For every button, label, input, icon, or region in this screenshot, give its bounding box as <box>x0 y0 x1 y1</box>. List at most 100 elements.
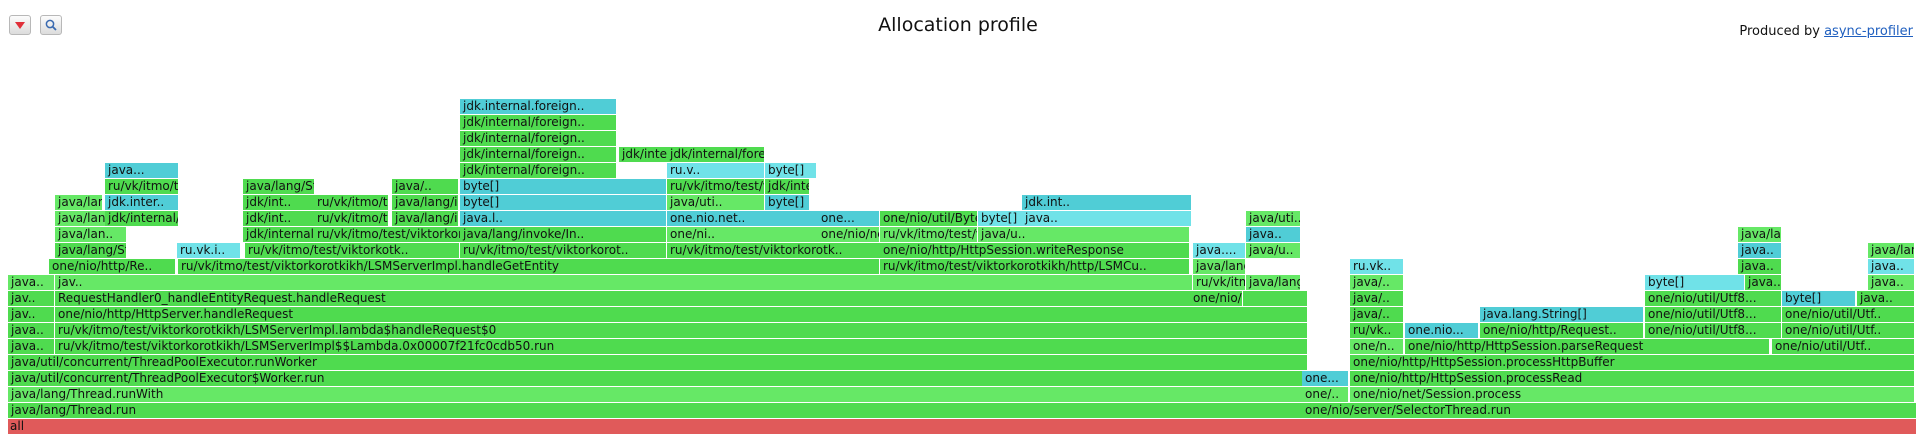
flame-frame[interactable]: java/lan.. <box>55 195 103 210</box>
flame-frame[interactable]: java/.. <box>392 179 459 194</box>
flame-frame[interactable]: one/n.. <box>1350 339 1404 354</box>
flame-frame[interactable]: java/u.. <box>1246 243 1301 258</box>
flame-frame[interactable]: byte[] <box>765 163 817 178</box>
flame-frame[interactable]: java.. <box>1738 259 1782 274</box>
flame-frame[interactable]: java/lang/invoke/In.. <box>460 227 667 242</box>
flame-frame[interactable]: jdk/internal/foreign.. <box>460 147 617 162</box>
flame-frame[interactable]: one/.. <box>1302 387 1349 402</box>
flame-frame[interactable]: jav.. <box>8 307 55 322</box>
search-button[interactable] <box>40 15 62 35</box>
flame-frame[interactable]: jav.. <box>55 275 1193 290</box>
flame-frame[interactable]: jdk.internal.foreign.. <box>460 99 617 114</box>
flame-frame[interactable]: java.. <box>8 275 55 290</box>
flame-frame[interactable]: java/util/concurrent/ThreadPoolExecutor$… <box>8 371 1308 386</box>
flame-frame[interactable]: java.. <box>1857 291 1915 306</box>
flame-frame[interactable]: java.. <box>1022 211 1192 226</box>
flame-frame[interactable]: jdk/internal/foreign.. <box>460 163 617 178</box>
flame-frame[interactable]: java/lang/Thread.run <box>8 403 1308 418</box>
flame-frame[interactable]: ru/vk/itmo/test/viktorkorotkikh/LSMServe… <box>178 259 880 274</box>
flame-frame[interactable]: java/.. <box>1350 307 1404 322</box>
flame-frame[interactable]: java/lang/Strin.. <box>1738 227 1782 242</box>
flame-frame[interactable]: java.. <box>1738 243 1782 258</box>
flame-frame[interactable]: ru/vk/itmo/test/viktorkotk.. <box>245 243 460 258</box>
flame-frame[interactable]: java/uti.. <box>667 195 765 210</box>
flame-frame[interactable]: java.. <box>1745 275 1782 290</box>
flame-frame[interactable]: one... <box>1302 371 1349 386</box>
flame-frame[interactable]: java/u.. <box>978 227 1190 242</box>
async-profiler-link[interactable]: async-profiler <box>1824 24 1913 39</box>
flame-frame[interactable]: one... <box>818 211 880 226</box>
flame-frame[interactable]: one/nio/util/Utf8... <box>1645 291 1782 306</box>
flame-frame[interactable]: ru/vk/itmo/test/viktorkorot.. <box>314 227 461 242</box>
flame-frame[interactable]: one/nio/util/Utf.. <box>1772 339 1915 354</box>
flame-frame[interactable]: java/.. <box>1350 275 1404 290</box>
flame-frame[interactable]: java/lang/invoke/Di.. <box>392 195 459 210</box>
flame-frame[interactable]: ru/vk/itmo/test/viktorkorot.. <box>314 211 389 226</box>
flame-frame[interactable]: one/nio/http/HttpSession.processRead <box>1350 371 1915 386</box>
flame-frame[interactable]: ru/vk/itmo/test/viktorkorot.. <box>460 243 667 258</box>
flame-frame[interactable]: byte[] <box>460 179 667 194</box>
flame-frame[interactable]: one/nio/http/HttpSession.writeResponse <box>880 243 1190 258</box>
flame-frame[interactable]: java/lang/Thread.runWith <box>8 387 1308 402</box>
flame-frame[interactable]: java.... <box>1193 243 1246 258</box>
flame-frame[interactable]: jdk/internal/foreign.. <box>460 115 617 130</box>
flame-frame[interactable]: ru.vk.i.. <box>177 243 241 258</box>
flame-frame[interactable]: byte[] <box>460 195 667 210</box>
flame-frame[interactable]: one.nio... <box>1405 323 1479 338</box>
flame-frame[interactable]: ru/vk/itmo/test/viktorkorotkikh/LSMServe… <box>55 339 1308 354</box>
flame-frame[interactable]: java.. <box>8 323 55 338</box>
flame-frame[interactable]: one/nio/net.. <box>818 227 880 242</box>
flame-frame[interactable]: java/util/concurrent/ThreadPoolExecutor.… <box>8 355 1308 370</box>
flame-frame[interactable]: all <box>8 419 1916 434</box>
flame-frame[interactable]: one/nio/http/.. <box>1190 291 1243 306</box>
flame-frame[interactable]: one/nio/http/HttpSession.parseRequest <box>1405 339 1770 354</box>
flame-frame[interactable]: java... <box>105 163 179 178</box>
flame-frame[interactable]: java/uti.. <box>1246 211 1301 226</box>
flame-frame[interactable]: one/nio/http/Request.. <box>1480 323 1644 338</box>
flame-frame[interactable]: jdk/int.. <box>243 211 315 226</box>
flame-frame[interactable]: java/lang/Strin.. <box>1868 243 1915 258</box>
flame-frame[interactable]: java/lang/Str.. <box>1246 275 1301 290</box>
flame-frame[interactable]: java/lan.. <box>55 227 127 242</box>
flame-frame[interactable]: ru/vk/itmo/test/viktorkorotkikh.. <box>880 227 978 242</box>
flame-frame[interactable]: ru/vk/itmo/test/viktorkorot.. <box>105 179 179 194</box>
flame-frame[interactable]: one/nio/net/Session.process <box>1350 387 1915 402</box>
flame-frame[interactable]: one/nio/util/Utf8... <box>1645 307 1782 322</box>
flame-frame[interactable]: jdk.inter.. <box>105 195 179 210</box>
flame-frame[interactable]: jdk/internal/foreign/.. <box>243 227 315 242</box>
flame-frame[interactable]: ru.v.. <box>667 163 765 178</box>
flame-frame[interactable]: one/ni.. <box>667 227 819 242</box>
flame-frame[interactable]: java.. <box>1868 259 1915 274</box>
flame-frame[interactable]: RequestHandler0_handleEntityRequest.hand… <box>55 291 1308 306</box>
flame-frame[interactable]: java/lang/Str.. <box>1193 259 1246 274</box>
flame-frame[interactable]: ru/vk.. <box>1350 323 1404 338</box>
flame-frame[interactable]: jdk/int.. <box>243 195 315 210</box>
flame-frame[interactable]: jdk/internal/forei.. <box>105 211 179 226</box>
flame-frame[interactable]: ru/vk/itmo/test/viktorkorot.. <box>314 195 389 210</box>
flame-frame[interactable]: ru/vk/itmo/test/viktorkorotkikh/http/LSM… <box>880 259 1190 274</box>
flame-frame[interactable]: java.l.. <box>460 211 667 226</box>
flame-frame[interactable]: java/lang/St.. <box>243 179 315 194</box>
flame-frame[interactable]: jdk.int.. <box>1022 195 1192 210</box>
flame-frame[interactable]: ru/vk/itmo/test/viktorkorotk.. <box>667 243 882 258</box>
flame-frame[interactable]: jdk/internal/foreign.. <box>667 147 765 162</box>
flame-frame[interactable]: java/.. <box>1350 291 1404 306</box>
flame-frame[interactable]: byte[] <box>765 195 810 210</box>
flame-frame[interactable]: one/nio/http/HttpServer.handleRequest <box>55 307 1308 322</box>
flame-frame[interactable]: jav.. <box>8 291 55 306</box>
flame-frame[interactable]: jdk/internal.. <box>765 179 810 194</box>
flame-frame[interactable]: one/nio/util/Utf8... <box>1645 323 1782 338</box>
flame-frame[interactable]: jdk/internal/foreign.. <box>619 147 669 162</box>
collapse-button[interactable] <box>9 15 31 35</box>
flame-frame[interactable]: ru/vk/itmo/test/viktorkorot.. <box>667 179 765 194</box>
flame-frame[interactable]: one/nio/util/Utf.. <box>1782 307 1915 322</box>
flame-frame[interactable]: byte[] <box>1782 291 1856 306</box>
flame-frame[interactable]: one/nio/util/ByteArray.. <box>880 211 978 226</box>
flame-frame[interactable]: ru.vk.. <box>1350 259 1404 274</box>
flame-frame[interactable]: java.. <box>1246 227 1301 242</box>
flame-frame[interactable]: java/lang/Strin.. <box>55 243 127 258</box>
flame-frame[interactable]: one/nio/util/Utf.. <box>1782 323 1915 338</box>
flame-frame[interactable]: one.nio.net.. <box>667 211 819 226</box>
flame-frame[interactable]: one/nio/server/SelectorThread.run <box>1302 403 1916 418</box>
flame-frame[interactable]: jdk/internal/foreign.. <box>460 131 617 146</box>
